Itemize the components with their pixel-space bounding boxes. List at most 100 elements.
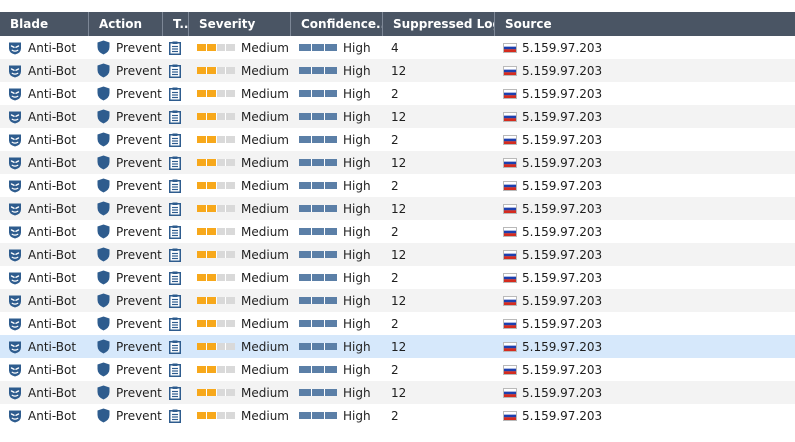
type-cell	[163, 386, 189, 400]
blade-label: Anti-Bot	[28, 362, 77, 377]
action-label: Prevent	[116, 155, 162, 170]
table-row[interactable]: Anti-Bot Prevent Medium	[0, 220, 795, 243]
table-row[interactable]: Anti-Bot Prevent Medium	[0, 36, 795, 59]
clipboard-log-icon	[169, 409, 181, 423]
table-row[interactable]: Anti-Bot Prevent Medium	[0, 358, 795, 381]
severity-cell: Medium	[189, 340, 291, 354]
source-cell: 5.159.97.203	[495, 179, 795, 193]
severity-label: Medium	[241, 109, 289, 124]
blade-cell: Anti-Bot	[0, 409, 89, 423]
suppressed-logs-cell: 4	[383, 41, 495, 55]
source-ip: 5.159.97.203	[522, 109, 603, 124]
table-row[interactable]: Anti-Bot Prevent Medium	[0, 105, 795, 128]
blade-label: Anti-Bot	[28, 224, 77, 239]
suppressed-logs-cell: 12	[383, 340, 495, 354]
type-cell	[163, 110, 189, 124]
blade-cell: Anti-Bot	[0, 248, 89, 262]
column-header-confidence[interactable]: Confidence...	[291, 12, 383, 36]
blade-label: Anti-Bot	[28, 40, 77, 55]
blade-label: Anti-Bot	[28, 155, 77, 170]
russia-flag-icon	[503, 249, 517, 260]
table-row[interactable]: Anti-Bot Prevent Medium	[0, 404, 795, 427]
table-row[interactable]: Anti-Bot Prevent Medium	[0, 381, 795, 404]
confidence-meter	[299, 136, 337, 143]
confidence-cell: High	[291, 179, 383, 193]
shield-icon	[97, 270, 110, 285]
table-row[interactable]: Anti-Bot Prevent Medium	[0, 335, 795, 358]
source-cell: 5.159.97.203	[495, 202, 795, 216]
confidence-cell: High	[291, 110, 383, 124]
russia-flag-icon	[503, 180, 517, 191]
blade-label: Anti-Bot	[28, 408, 77, 423]
clipboard-log-icon	[169, 386, 181, 400]
russia-flag-icon	[503, 272, 517, 283]
source-cell: 5.159.97.203	[495, 294, 795, 308]
anti-bot-icon	[9, 180, 21, 192]
action-label: Prevent	[116, 132, 162, 147]
type-cell	[163, 87, 189, 101]
action-cell: Prevent	[89, 316, 163, 331]
suppressed-logs-cell: 12	[383, 64, 495, 78]
blade-label: Anti-Bot	[28, 201, 77, 216]
russia-flag-icon	[503, 226, 517, 237]
source-ip: 5.159.97.203	[522, 178, 603, 193]
table-row[interactable]: Anti-Bot Prevent Medium	[0, 266, 795, 289]
suppressed-logs-value: 12	[391, 63, 407, 78]
severity-cell: Medium	[189, 156, 291, 170]
table-row[interactable]: Anti-Bot Prevent Medium	[0, 197, 795, 220]
source-cell: 5.159.97.203	[495, 386, 795, 400]
table-row[interactable]: Anti-Bot Prevent Medium	[0, 243, 795, 266]
table-row[interactable]: Anti-Bot Prevent Medium	[0, 128, 795, 151]
anti-bot-icon	[9, 111, 21, 123]
severity-meter	[197, 320, 235, 327]
table-row[interactable]: Anti-Bot Prevent Medium	[0, 312, 795, 335]
clipboard-log-icon	[169, 133, 181, 147]
action-label: Prevent	[116, 109, 162, 124]
confidence-cell: High	[291, 409, 383, 423]
action-cell: Prevent	[89, 40, 163, 55]
table-row[interactable]: Anti-Bot Prevent Medium	[0, 82, 795, 105]
russia-flag-icon	[503, 111, 517, 122]
confidence-cell: High	[291, 294, 383, 308]
table-row[interactable]: Anti-Bot Prevent Medium	[0, 174, 795, 197]
clipboard-log-icon	[169, 64, 181, 78]
type-cell	[163, 294, 189, 308]
column-header-action[interactable]: Action	[89, 12, 163, 36]
source-ip: 5.159.97.203	[522, 408, 603, 423]
column-header-blade[interactable]: Blade	[0, 12, 89, 36]
blade-label: Anti-Bot	[28, 339, 77, 354]
severity-label: Medium	[241, 155, 289, 170]
suppressed-logs-value: 2	[391, 132, 399, 147]
severity-meter	[197, 366, 235, 373]
blade-cell: Anti-Bot	[0, 133, 89, 147]
column-header-severity[interactable]: Severity	[189, 12, 291, 36]
column-header-suppressed-logs[interactable]: Suppressed Logs	[383, 12, 495, 36]
shield-icon	[97, 339, 110, 354]
severity-cell: Medium	[189, 294, 291, 308]
suppressed-logs-value: 2	[391, 270, 399, 285]
confidence-meter	[299, 159, 337, 166]
source-cell: 5.159.97.203	[495, 363, 795, 377]
shield-icon	[97, 408, 110, 423]
confidence-cell: High	[291, 87, 383, 101]
severity-cell: Medium	[189, 64, 291, 78]
action-label: Prevent	[116, 362, 162, 377]
source-ip: 5.159.97.203	[522, 63, 603, 78]
confidence-cell: High	[291, 133, 383, 147]
column-header-type[interactable]: T...	[163, 12, 189, 36]
action-label: Prevent	[116, 40, 162, 55]
source-ip: 5.159.97.203	[522, 293, 603, 308]
table-row[interactable]: Anti-Bot Prevent Medium	[0, 151, 795, 174]
severity-label: Medium	[241, 86, 289, 101]
confidence-label: High	[343, 408, 371, 423]
confidence-meter	[299, 320, 337, 327]
severity-label: Medium	[241, 63, 289, 78]
column-header-source[interactable]: Source	[505, 17, 552, 31]
anti-bot-icon	[9, 295, 21, 307]
table-row[interactable]: Anti-Bot Prevent Medium	[0, 59, 795, 82]
suppressed-logs-value: 12	[391, 155, 407, 170]
table-row[interactable]: Anti-Bot Prevent Medium	[0, 289, 795, 312]
anti-bot-icon	[9, 318, 21, 330]
severity-cell: Medium	[189, 271, 291, 285]
type-cell	[163, 363, 189, 377]
